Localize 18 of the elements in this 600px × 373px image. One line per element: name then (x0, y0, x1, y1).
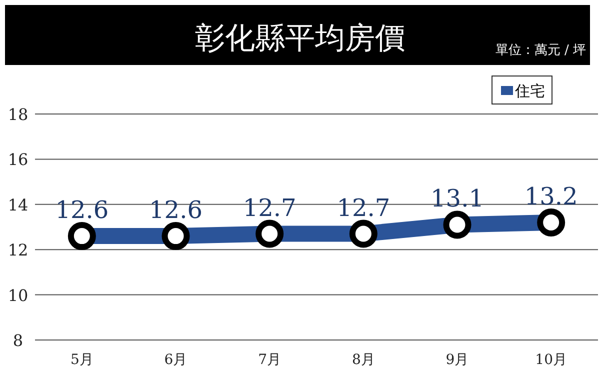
legend-label: 住宅 (514, 82, 545, 100)
y-tick-label: 14 (8, 195, 28, 214)
y-tick-label: 8 (12, 331, 24, 350)
x-tick-label: 5月 (70, 352, 94, 368)
data-label: 12.6 (149, 196, 202, 224)
chart-title: 彰化縣平均房價 (195, 21, 405, 56)
x-tick-label: 9月 (446, 352, 469, 368)
x-tick-label: 7月 (258, 352, 282, 368)
data-label: 13.2 (524, 182, 578, 210)
x-tick-label: 10月 (535, 352, 567, 368)
x-tick-label: 8月 (352, 352, 375, 368)
y-tick-label: 16 (8, 150, 28, 170)
data-label: 12.6 (55, 196, 109, 224)
y-tick-label: 10 (8, 286, 28, 305)
y-tick-label: 12 (8, 240, 28, 260)
y-tick-label: 18 (8, 105, 28, 124)
chart-subtitle: 單位：萬元 / 坪 (495, 43, 586, 58)
x-tick-label: 6月 (164, 352, 188, 368)
